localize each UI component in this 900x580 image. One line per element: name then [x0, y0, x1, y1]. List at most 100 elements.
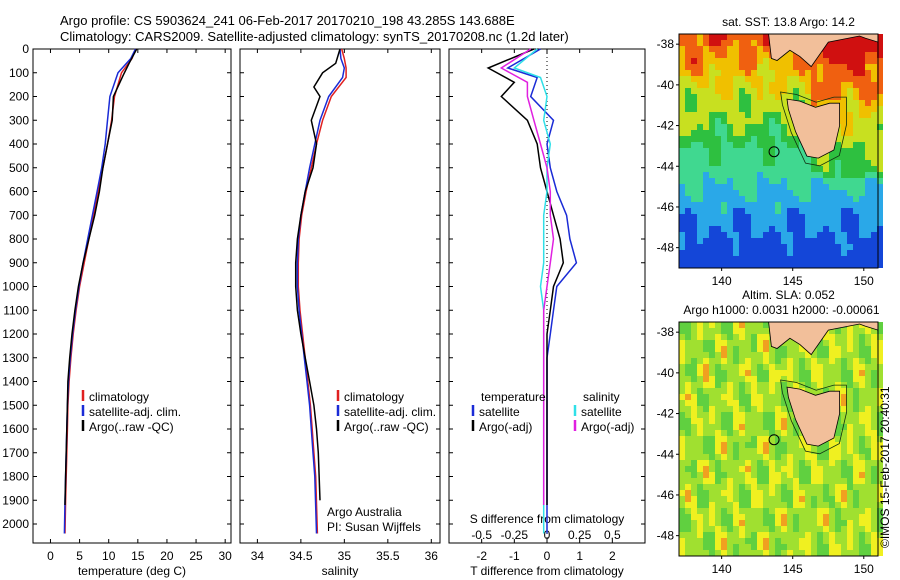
y-tick-label: 1000: [2, 280, 29, 294]
top-x-tick-label: -0.5: [471, 528, 492, 542]
y-tick-label: 800: [9, 232, 29, 246]
y-tick-label: 1300: [2, 351, 29, 365]
top-x-tick-label: 0.25: [568, 528, 592, 542]
x-axis-label: salinity: [322, 564, 359, 578]
x-tick-label: 36: [425, 549, 439, 563]
map-title: Altim. SLA: 0.052: [742, 288, 835, 302]
series-line-blue: [296, 48, 346, 534]
legend-label: satellite-adj. clim.: [89, 405, 181, 419]
series-line-black: [294, 48, 341, 501]
x-tick-label: 30: [218, 549, 232, 563]
map-x-tick-label: 150: [854, 274, 874, 288]
map-x-tick-label: 140: [712, 562, 732, 576]
x-tick-label: 20: [160, 549, 174, 563]
map-y-tick-label: -46: [657, 488, 675, 502]
y-tick-label: 1900: [2, 493, 29, 507]
map-title: sat. SST: 13.8 Argo: 14.2: [722, 15, 855, 29]
y-tick-label: 200: [9, 90, 29, 104]
x-tick-label: 10: [102, 549, 116, 563]
annotation-line: PI: Susan Wijffels: [327, 520, 421, 534]
map-y-tick-label: -44: [657, 447, 675, 461]
map-y-tick-label: -44: [657, 159, 675, 173]
legend-label: Argo(-adj): [581, 420, 634, 434]
y-tick-label: 900: [9, 256, 29, 270]
legend-label: climatology: [344, 390, 404, 404]
top-x-tick-label: 0: [544, 528, 551, 542]
map-x-tick-label: 150: [854, 562, 874, 576]
x-tick-label: -1: [509, 549, 520, 563]
x-tick-label: 2: [609, 549, 616, 563]
y-tick-label: 100: [9, 66, 29, 80]
x-tick-label: -2: [476, 549, 487, 563]
map-y-tick-label: -42: [657, 119, 675, 133]
plot-frame-0: [32, 48, 232, 544]
top-x-tick-label: 0.5: [604, 528, 621, 542]
x-tick-label: 34: [251, 549, 265, 563]
y-tick-label: 600: [9, 185, 29, 199]
map-y-tick-label: -48: [657, 241, 675, 255]
map-y-tick-label: -40: [657, 366, 675, 380]
legend-label: Argo(-adj): [479, 420, 532, 434]
map-y-tick-label: -46: [657, 200, 675, 214]
legend-header: temperature: [481, 390, 546, 404]
map-x-tick-label: 145: [783, 562, 803, 576]
y-tick-label: 1100: [3, 303, 29, 317]
annotation-line: Argo Australia: [327, 505, 402, 519]
y-tick-label: 1400: [2, 375, 29, 389]
series-line-magenta: [499, 48, 555, 505]
y-tick-label: 1500: [2, 398, 29, 412]
shelf-contour: [780, 91, 847, 167]
credit-text: ©IMOS 15-Feb-2017 20:40:31: [878, 386, 892, 548]
x-tick-label: 0: [47, 549, 54, 563]
legend-label: climatology: [89, 390, 149, 404]
x-tick-label: 0: [544, 549, 551, 563]
y-tick-label: 1200: [2, 327, 29, 341]
y-tick-label: 0: [22, 42, 29, 56]
y-tick-label: 1800: [2, 470, 29, 484]
y-tick-label: 700: [9, 208, 29, 222]
y-tick-label: 500: [9, 161, 29, 175]
series-line-black: [64, 48, 138, 506]
x-axis-label: T difference from climatology: [470, 564, 624, 578]
map-frame: [678, 321, 879, 557]
series-line-red: [297, 48, 347, 534]
profile-title: Argo profile: CS 5903624_241 06-Feb-2017…: [60, 13, 515, 28]
legend-label: Argo(..raw -QC): [89, 420, 174, 434]
profile-location-marker: [768, 146, 780, 158]
y-tick-label: 2000: [2, 517, 29, 531]
y-tick-label: 300: [9, 113, 29, 127]
x-tick-label: 15: [131, 549, 145, 563]
plot-frame-1: [239, 48, 441, 544]
x-tick-label: 1: [576, 549, 583, 563]
map-y-tick-label: -40: [657, 78, 675, 92]
x-tick-label: 5: [76, 549, 83, 563]
series-line-black: [486, 48, 565, 505]
top-x-tick-label: -0.25: [501, 528, 529, 542]
map-subtitle: Argo h1000: 0.0031 h2000: -0.00061: [683, 303, 879, 317]
legend-label: satellite-adj. clim.: [344, 405, 436, 419]
map-x-tick-label: 140: [712, 274, 732, 288]
x-tick-label: 34.5: [289, 549, 313, 563]
x-axis-label: temperature (deg C): [78, 564, 186, 578]
shelf-contour: [780, 379, 847, 455]
land-tasmania: [786, 98, 840, 159]
profile-location-marker: [768, 434, 780, 446]
y-tick-label: 1700: [2, 446, 29, 460]
legend-header: salinity: [583, 390, 620, 404]
x-tick-label: 25: [189, 549, 203, 563]
legend-label: satellite: [581, 405, 622, 419]
map-x-tick-label: 145: [783, 274, 803, 288]
x-tick-label: 35: [338, 549, 352, 563]
sla-map: [679, 321, 883, 556]
map-y-tick-label: -48: [657, 529, 675, 543]
legend-label: satellite: [479, 405, 520, 419]
y-tick-label: 1600: [2, 422, 29, 436]
map-frame: [678, 33, 879, 269]
sst-map: [679, 33, 883, 268]
map-y-tick-label: -38: [657, 325, 675, 339]
map-y-tick-label: -42: [657, 407, 675, 421]
x-tick-label: 35.5: [376, 549, 400, 563]
legend-label: Argo(..raw -QC): [344, 420, 429, 434]
climatology-subtitle: Climatology: CARS2009. Satellite-adjuste…: [60, 29, 569, 44]
